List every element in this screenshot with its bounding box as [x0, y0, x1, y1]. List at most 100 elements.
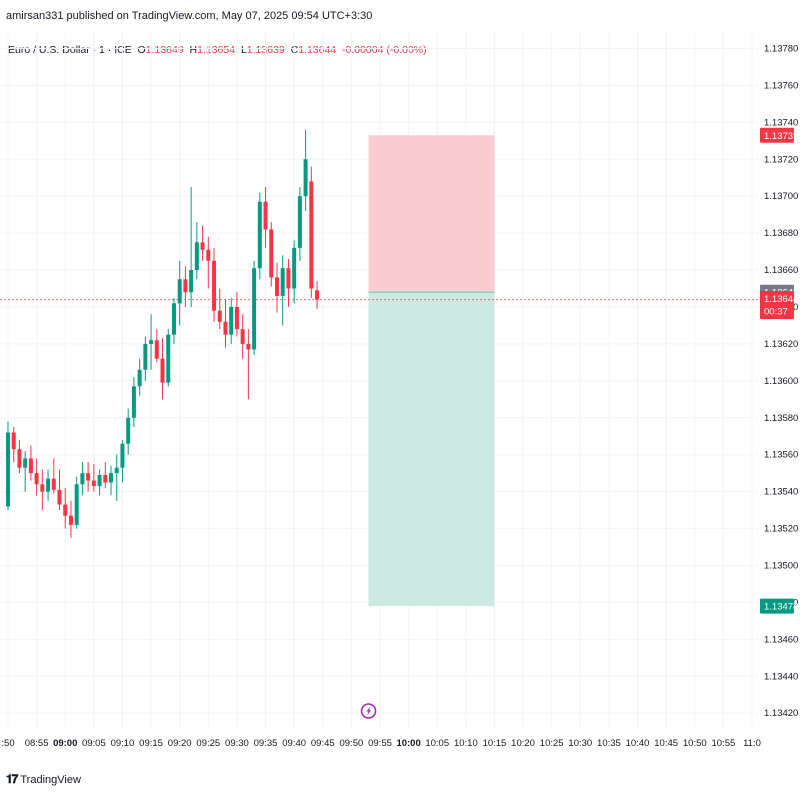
- x-tick-label: 09:20: [168, 738, 192, 749]
- candle-body[interactable]: [240, 329, 245, 344]
- x-tick-label: 09:50: [339, 738, 363, 749]
- candle-body[interactable]: [269, 229, 274, 278]
- candle-body[interactable]: [97, 475, 102, 487]
- candle-body[interactable]: [74, 484, 79, 525]
- candle-body[interactable]: [131, 386, 136, 418]
- candle-body[interactable]: [303, 159, 308, 197]
- candle-body[interactable]: [206, 249, 211, 261]
- current-price-tag-countdown: 00:37: [764, 307, 788, 318]
- x-tick-label: 10:50: [683, 738, 707, 749]
- footer-brand: 𝟏𝟕 TradingView: [6, 772, 81, 787]
- y-tick-label: 1.13720: [764, 154, 798, 165]
- candle-body[interactable]: [223, 321, 228, 335]
- candle-body[interactable]: [217, 310, 222, 322]
- candle-body[interactable]: [114, 467, 119, 474]
- y-tick-label: 1.13460: [764, 634, 798, 645]
- candle-body[interactable]: [280, 268, 285, 296]
- x-tick-label: 09:30: [225, 738, 249, 749]
- candle-body[interactable]: [263, 201, 268, 230]
- x-tick-label: 09:00: [53, 738, 77, 749]
- x-tick-label: 09:35: [254, 738, 278, 749]
- open-value: 1.13649: [145, 44, 184, 56]
- stop-loss-zone[interactable]: [368, 135, 495, 293]
- x-tick-label: 09:25: [196, 738, 220, 749]
- candle-body[interactable]: [292, 247, 297, 289]
- x-tick-label: 09:15: [139, 738, 163, 749]
- candle-body[interactable]: [257, 201, 262, 269]
- candle-body[interactable]: [5, 432, 11, 507]
- lightning-bolt-glyph: [366, 706, 372, 716]
- target-price-tag[interactable]: [760, 598, 794, 614]
- y-tick-label: 1.13520: [764, 524, 798, 535]
- candle-body[interactable]: [309, 181, 314, 289]
- x-tick-label: 10:30: [568, 738, 592, 749]
- y-tick-label: 1.13500: [764, 561, 798, 572]
- high-label: H: [189, 44, 198, 56]
- candle-body[interactable]: [297, 196, 302, 248]
- y-tick-label: 1.13560: [764, 450, 798, 461]
- candle-body[interactable]: [183, 279, 188, 293]
- y-tick-label: 1.13620: [764, 339, 798, 350]
- candle-body[interactable]: [315, 290, 320, 300]
- candle-body[interactable]: [286, 268, 291, 289]
- candle-body[interactable]: [17, 449, 22, 468]
- x-tick-label: 09:10: [111, 738, 135, 749]
- candle-body[interactable]: [91, 480, 96, 487]
- candle-body[interactable]: [23, 458, 28, 468]
- take-profit-zone[interactable]: [368, 292, 495, 607]
- y-tick-label: 1.13760: [764, 80, 798, 91]
- candle-body[interactable]: [63, 504, 68, 516]
- candle-body[interactable]: [252, 268, 257, 350]
- symbol-name[interactable]: Euro / U.S. Dollar · 1 · ICE: [8, 44, 132, 56]
- candle-body[interactable]: [51, 478, 56, 490]
- candle-body[interactable]: [137, 369, 142, 387]
- candle-body[interactable]: [34, 473, 39, 485]
- y-tick-label: 1.13780: [764, 43, 798, 54]
- candle-body[interactable]: [57, 489, 62, 505]
- candle-body[interactable]: [194, 242, 199, 271]
- candle-body[interactable]: [40, 484, 45, 492]
- x-tick-label: 11:0: [743, 738, 761, 749]
- candle-body[interactable]: [166, 334, 171, 383]
- candle-body[interactable]: [189, 270, 194, 293]
- candle-body[interactable]: [246, 343, 251, 350]
- candle-body[interactable]: [46, 478, 51, 492]
- brand-name: TradingView: [20, 773, 81, 786]
- stop-price-tag[interactable]: [760, 127, 794, 143]
- high-value: 1.13654: [197, 44, 236, 56]
- candle-body[interactable]: [80, 473, 85, 485]
- candle-body[interactable]: [11, 432, 16, 450]
- candle-body[interactable]: [103, 475, 108, 483]
- y-tick-label: 1.13700: [764, 191, 798, 202]
- x-tick-label: 10:20: [511, 738, 535, 749]
- symbol-legend: Euro / U.S. Dollar · 1 · ICE O1.13649 H1…: [8, 44, 427, 56]
- candle-body[interactable]: [86, 473, 91, 481]
- candle-body[interactable]: [143, 343, 148, 370]
- candle-body[interactable]: [234, 306, 239, 330]
- candle-body[interactable]: [160, 358, 165, 383]
- y-tick-label: 1.13660: [764, 265, 798, 276]
- x-tick-label: 10:55: [711, 738, 735, 749]
- x-tick-label: 10:05: [425, 738, 449, 749]
- candle-body[interactable]: [28, 458, 33, 474]
- candle-body[interactable]: [149, 340, 154, 344]
- x-tick-label: 08:55: [25, 738, 49, 749]
- current-price-tag-text: 1.13644: [764, 294, 798, 305]
- candle-body[interactable]: [200, 242, 205, 250]
- candle-body[interactable]: [229, 306, 234, 335]
- candle-body[interactable]: [274, 277, 279, 296]
- candle-body[interactable]: [171, 303, 176, 335]
- x-tick-label: 10:35: [597, 738, 621, 749]
- candle-body[interactable]: [154, 340, 159, 359]
- candle-body[interactable]: [212, 260, 217, 311]
- current-price-tag[interactable]: [760, 291, 794, 320]
- candle-body[interactable]: [109, 473, 114, 483]
- candle-body[interactable]: [177, 279, 182, 304]
- x-tick-label: 09:05: [82, 738, 106, 749]
- x-tick-label: 09:55: [368, 738, 392, 749]
- candle-body[interactable]: [68, 515, 73, 525]
- candle-body[interactable]: [126, 417, 131, 444]
- candle-body[interactable]: [120, 443, 125, 468]
- tradingview-logo-icon: 𝟏𝟕: [6, 772, 18, 786]
